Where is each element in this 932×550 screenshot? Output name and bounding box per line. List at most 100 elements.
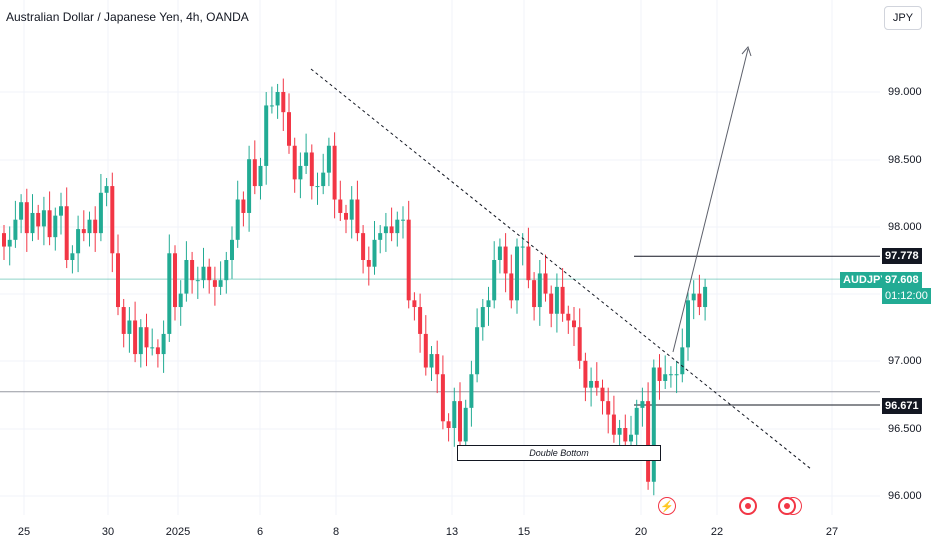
candle bbox=[600, 379, 605, 415]
candle-body bbox=[383, 226, 388, 234]
candle-body bbox=[640, 401, 645, 408]
candle-body bbox=[703, 286, 708, 308]
candle-body bbox=[532, 280, 537, 308]
candle-body bbox=[554, 286, 559, 314]
candle bbox=[247, 145, 252, 232]
candle-body bbox=[218, 280, 223, 287]
candle bbox=[537, 260, 542, 326]
candle-body bbox=[589, 380, 594, 388]
candle-body bbox=[372, 239, 377, 267]
y-tick-98500: 98.500 bbox=[888, 154, 922, 166]
candle bbox=[486, 286, 491, 326]
candle-body bbox=[543, 273, 548, 294]
candle-body bbox=[657, 367, 662, 381]
candle-body bbox=[566, 313, 571, 321]
x-tick-27: 27 bbox=[825, 526, 839, 538]
horizontal-levels bbox=[0, 255, 880, 406]
candle bbox=[606, 387, 611, 434]
candle bbox=[281, 78, 286, 131]
candle bbox=[361, 225, 366, 274]
candle-body bbox=[264, 105, 269, 166]
candle bbox=[98, 173, 103, 242]
candle-body bbox=[349, 199, 354, 220]
candle bbox=[554, 273, 559, 333]
candle-body bbox=[275, 92, 280, 106]
candle-body bbox=[70, 253, 75, 260]
candle-body bbox=[344, 212, 348, 220]
candle bbox=[161, 320, 166, 373]
candle-body bbox=[127, 320, 132, 334]
candle-body bbox=[53, 215, 58, 238]
candle bbox=[668, 366, 673, 388]
candle bbox=[304, 133, 309, 174]
candle bbox=[440, 355, 445, 430]
candle-body bbox=[104, 186, 109, 193]
candle-body bbox=[463, 407, 468, 442]
candle-body bbox=[452, 401, 457, 428]
economic-event-icon[interactable] bbox=[778, 497, 796, 515]
candle-body bbox=[594, 380, 599, 388]
candle bbox=[36, 204, 41, 240]
candle bbox=[686, 292, 690, 361]
candle-body bbox=[133, 320, 138, 355]
candle-body bbox=[201, 266, 206, 281]
candle-body bbox=[549, 293, 554, 314]
candle-body bbox=[207, 266, 212, 281]
currency-button[interactable]: JPY bbox=[884, 6, 922, 30]
candles bbox=[2, 78, 708, 496]
symbol-label: AUDJPY bbox=[840, 272, 891, 288]
candle bbox=[41, 196, 46, 246]
candle bbox=[150, 328, 155, 356]
candle-body bbox=[110, 186, 115, 254]
last-price-label: 97.608 bbox=[882, 272, 922, 288]
candle-body bbox=[281, 92, 286, 113]
double-bottom-annotation[interactable]: Double Bottom bbox=[457, 445, 661, 461]
candle bbox=[378, 225, 383, 254]
candle-body bbox=[116, 253, 120, 308]
candle-body bbox=[287, 112, 291, 146]
candle-body bbox=[167, 253, 172, 334]
candle bbox=[497, 238, 502, 274]
event-dot-icon bbox=[784, 503, 790, 509]
candle-body bbox=[520, 246, 525, 248]
candle bbox=[269, 86, 274, 114]
candle bbox=[104, 178, 109, 207]
candle bbox=[195, 266, 200, 299]
candle-body bbox=[184, 260, 189, 294]
candle-body bbox=[355, 199, 360, 234]
candle bbox=[646, 382, 651, 490]
event-dot-icon bbox=[745, 503, 751, 509]
candle bbox=[53, 207, 58, 251]
candle bbox=[703, 278, 708, 321]
candle-body bbox=[486, 300, 491, 308]
candle-body bbox=[178, 293, 183, 308]
candle bbox=[218, 261, 223, 295]
candle-body bbox=[93, 219, 98, 234]
candle bbox=[47, 191, 52, 246]
candle bbox=[298, 152, 303, 199]
x-tick-22: 22 bbox=[710, 526, 724, 538]
candle-body bbox=[235, 199, 240, 240]
economic-event-icon[interactable] bbox=[739, 497, 757, 515]
candle bbox=[492, 241, 497, 309]
lightning-icon[interactable]: ⚡ bbox=[658, 497, 676, 515]
candle bbox=[395, 211, 400, 247]
candle-body bbox=[121, 307, 126, 334]
candle bbox=[549, 285, 554, 328]
candle bbox=[207, 258, 212, 294]
candle-body bbox=[138, 327, 143, 355]
candle-body bbox=[617, 428, 622, 435]
candle bbox=[640, 387, 645, 427]
candle-body bbox=[634, 407, 639, 435]
candle-body bbox=[577, 327, 582, 361]
candle bbox=[81, 210, 86, 242]
candle-body bbox=[98, 192, 103, 234]
candle-body bbox=[81, 229, 86, 234]
candle bbox=[326, 137, 331, 187]
candle bbox=[133, 301, 138, 363]
candle-body bbox=[59, 206, 63, 216]
candle bbox=[64, 187, 69, 269]
candle bbox=[87, 211, 92, 247]
candle-body bbox=[212, 280, 217, 287]
